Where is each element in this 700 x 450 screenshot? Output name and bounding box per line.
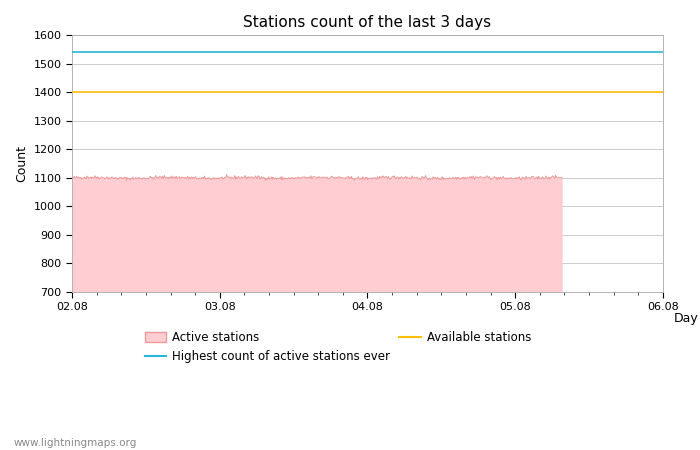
Y-axis label: Count: Count: [15, 145, 28, 182]
Title: Stations count of the last 3 days: Stations count of the last 3 days: [244, 15, 491, 30]
Text: www.lightningmaps.org: www.lightningmaps.org: [14, 437, 137, 447]
Legend: Active stations, Highest count of active stations ever, Available stations: Active stations, Highest count of active…: [145, 331, 531, 363]
X-axis label: Day: Day: [674, 312, 699, 325]
